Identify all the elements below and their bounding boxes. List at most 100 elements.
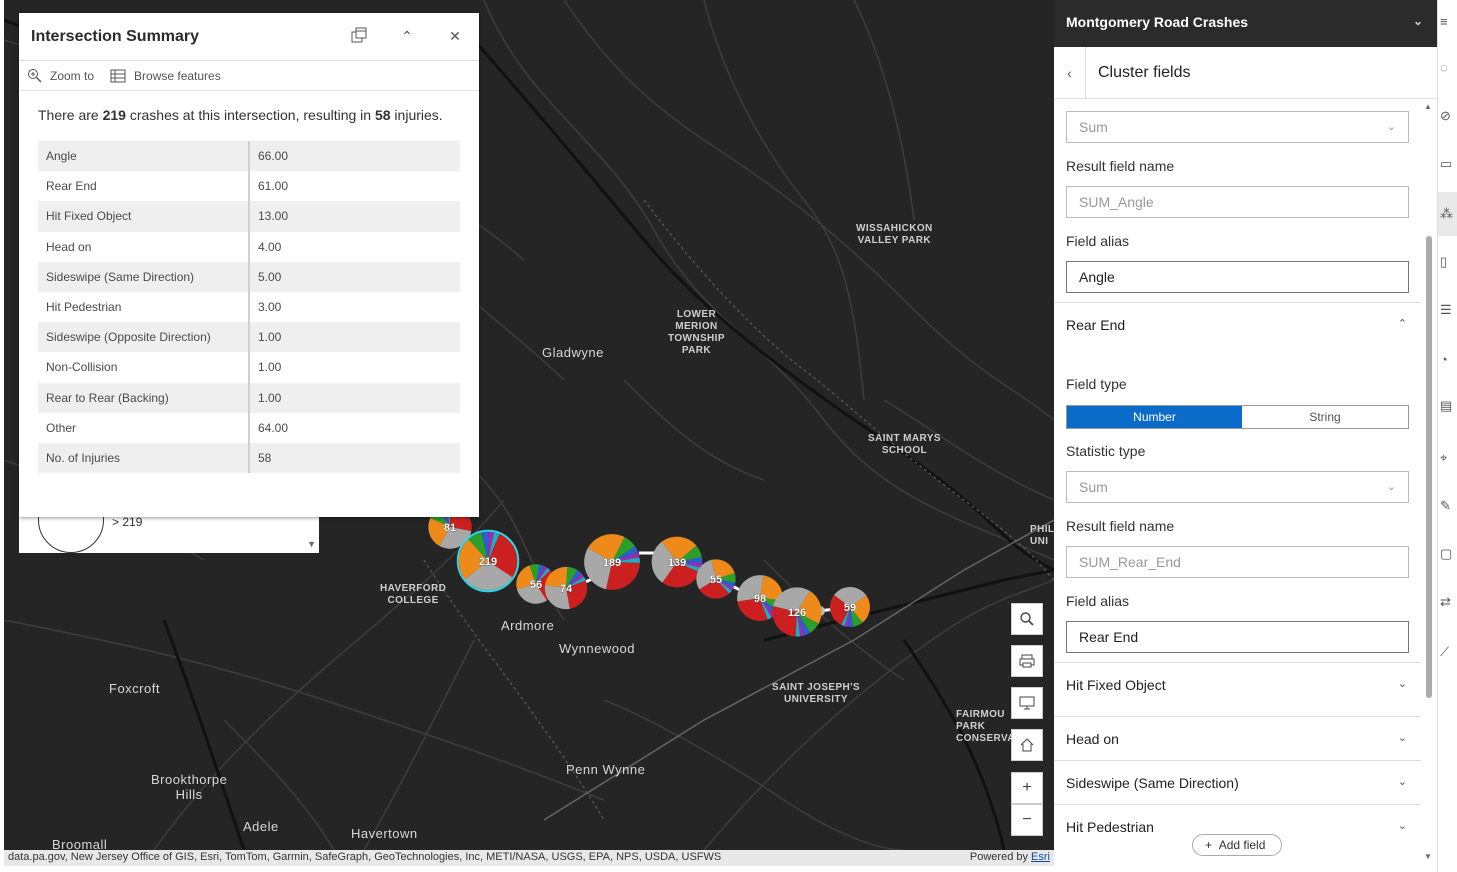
map-print-button[interactable] [1011,645,1043,677]
cluster-count-label: 81 [444,522,456,534]
field-type-toggle[interactable]: Number String [1066,405,1409,429]
crash-cluster[interactable]: 126 [772,587,822,637]
row-key: Non-Collision [38,352,250,383]
scrollbar-thumb[interactable] [1426,236,1432,698]
toolbar-fields-icon[interactable]: ☰ [1440,302,1452,317]
row-key: Angle [38,141,250,172]
legend-scroll-down-icon[interactable]: ▼ [307,539,316,549]
zoom-to-button[interactable]: Zoom to [27,68,94,83]
pie-slice [529,564,540,584]
toolbar-measure-icon[interactable]: ⌖ [1440,450,1448,465]
panel-scrollbar[interactable]: ▲ ▼ [1424,100,1434,870]
chevron-down-icon: ⌄ [1397,776,1407,788]
toolbar-chart-icon[interactable]: ▤ [1440,398,1453,413]
cluster-count-label: 189 [603,557,621,569]
row-key: Sideswipe (Opposite Direction) [38,322,250,353]
angle-statistic-select[interactable]: Sum ⌄ [1066,111,1409,143]
desc-text-mid: crashes at this intersection, resulting … [125,107,375,123]
pie-slice [481,531,489,561]
toolbar-effects-icon[interactable]: ◔ [1440,352,1448,367]
zoom-in-button[interactable]: + [1011,772,1043,804]
pie-slice [468,532,488,561]
zoom-out-button[interactable]: − [1011,804,1043,836]
chevron-down-icon: ⌄ [1397,732,1407,744]
type-number-option[interactable]: Number [1067,406,1242,428]
pie-slice [699,579,730,599]
rear-end-alias-input[interactable]: Rear End [1066,621,1409,653]
angle-statistic-value: Sum [1079,119,1108,135]
crash-cluster[interactable]: 55 [696,559,736,599]
pie-slice [797,612,819,633]
crash-cluster[interactable]: 74 [544,566,588,610]
map-home-button[interactable] [1011,729,1043,761]
pie-slice [587,534,625,562]
cluster-group[interactable]: 81 219 56 74 189 139 55 98 126 59 [428,505,870,637]
section-head-on[interactable]: Head on ⌄ [1054,716,1421,760]
panel-header[interactable]: Montgomery Road Crashes ⌄ [1054,0,1437,47]
toolbar-filter-icon[interactable]: ⊘ [1440,108,1451,123]
crash-cluster[interactable]: 59 [830,587,870,627]
angle-result-input[interactable]: SUM_Angle [1066,186,1409,218]
place-label-wissahickon: WISSAHICKON VALLEY PARK [856,223,933,246]
chevron-left-icon: ‹ [1067,64,1072,81]
row-value: 13.00 [249,201,460,232]
pie-slice [545,566,568,588]
section-hit-fixed-object[interactable]: Hit Fixed Object ⌄ [1054,662,1421,706]
map-search-button[interactable] [1011,603,1043,635]
chevron-down-icon: ⌄ [1397,678,1407,690]
close-button[interactable]: ✕ [431,28,479,45]
dock-button[interactable] [335,27,383,46]
collapse-button[interactable]: ⌃ [383,28,431,45]
pie-slice [772,605,797,637]
esri-link[interactable]: Esri [1031,851,1050,863]
chevron-up-icon: ⌃ [401,28,413,44]
toolbar-share-icon[interactable]: ⇄ [1440,594,1451,609]
crash-cluster[interactable]: 98 [737,575,783,621]
map-screen-button[interactable] [1011,687,1043,719]
browse-features-button[interactable]: Browse features [110,69,221,83]
toolbar-cluster-icon[interactable]: ⁂ [1440,206,1453,221]
popup-header: Intersection Summary ⌃ ✕ [19,13,479,61]
chevron-down-icon[interactable]: ⌄ [1412,14,1423,28]
scroll-up-icon[interactable]: ▲ [1424,102,1432,111]
toolbar-bookmark-icon[interactable]: ▢ [1440,546,1453,561]
place-label-brookthorpe: Brookthorpe Hills [151,772,228,802]
pie-slice [651,541,677,583]
type-string-option[interactable]: String [1309,410,1341,424]
table-row: Non-Collision 1.00 [38,352,460,383]
rear-end-statistic-select[interactable]: Sum ⌄ [1066,471,1409,503]
angle-alias-input[interactable]: Angle [1066,261,1409,293]
section-sideswipe-same[interactable]: Sideswipe (Same Direction) ⌄ [1054,760,1421,804]
row-value: 3.00 [258,300,282,315]
pie-slice [716,579,734,591]
add-field-button[interactable]: + Add field [1192,834,1282,856]
desc-text-pre: There are [38,107,103,123]
crash-cluster[interactable]: 139 [651,536,703,588]
popup-actions: Zoom to Browse features [19,61,479,91]
toolbar-popup-icon[interactable]: ▭ [1440,156,1453,171]
zoom-to-icon [28,69,42,83]
pie-slice [488,534,518,578]
crash-cluster[interactable]: 189 [584,534,640,590]
table-row: Other 64.00 [38,412,460,443]
pie-slice [760,575,783,601]
rear-end-section-header[interactable]: Rear End ⌃ [1054,302,1421,352]
back-button[interactable]: ‹ [1054,46,1086,99]
row-value: 1.00 [249,382,460,413]
section-hit-pedestrian[interactable]: Hit Pedestrian ⌄ [1054,804,1421,848]
desc-text-post: injuries. [390,107,443,123]
crash-cluster[interactable]: 219 [456,529,520,593]
pie-slice [612,537,636,562]
table-row: Sideswipe (Opposite Direction) 1.00 [38,322,460,353]
angle-result-label: Result field name [1066,158,1175,174]
toolbar-layers-icon[interactable]: ≡ [1440,14,1448,29]
panel-subtitle: Cluster fields [1098,63,1191,81]
rear-end-result-input[interactable]: SUM_Rear_End [1066,546,1409,578]
toolbar-style-icon[interactable]: ◌ [1440,60,1448,75]
toolbar-edit-icon[interactable]: ▯ [1440,254,1448,269]
pie-slice [536,566,548,584]
toolbar-sketch-icon[interactable]: ✎ [1440,498,1451,513]
toolbar-pin-icon[interactable]: ⟋ [1440,644,1450,659]
pie-slice [737,575,764,602]
scroll-down-icon[interactable]: ▼ [1424,852,1432,861]
